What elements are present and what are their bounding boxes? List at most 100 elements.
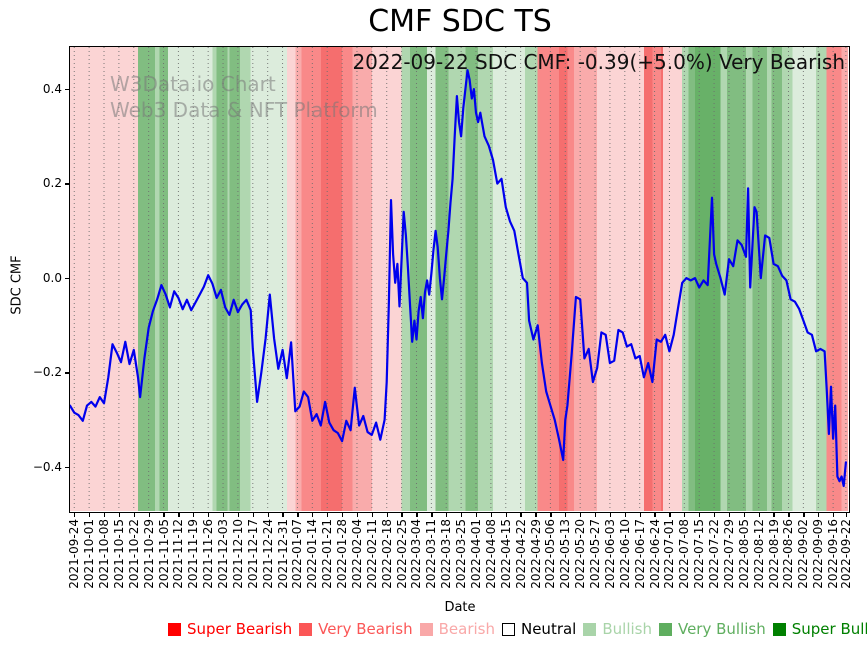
x-tick-label: 2022-02-25 <box>394 519 409 589</box>
legend-swatch <box>658 622 672 636</box>
x-tick-mark <box>371 513 373 517</box>
legend-label: Very Bearish <box>318 620 413 638</box>
sentiment-band-very_bearish <box>301 47 321 511</box>
legend-item-neutral: Neutral <box>501 620 576 638</box>
sentiment-band-bullish <box>524 47 538 511</box>
sentiment-band-very_bullish <box>138 47 156 511</box>
x-tick-label: 2022-07-29 <box>721 519 736 589</box>
x-tick-mark <box>297 513 299 517</box>
x-tick-label: 2022-06-24 <box>647 519 662 589</box>
x-tick-mark <box>222 513 225 517</box>
x-tick-mark <box>490 513 493 517</box>
sentiment-band-very_bearish <box>567 47 574 511</box>
y-tick-mark <box>65 183 69 185</box>
legend-swatch <box>772 622 786 636</box>
x-tick-label: 2021-12-03 <box>216 519 231 589</box>
x-tick-label: 2022-06-10 <box>617 519 632 589</box>
x-tick-label: 2022-04-22 <box>513 519 528 589</box>
legend-item-super-bearish: Super Bearish <box>168 620 292 638</box>
x-tick-mark <box>803 513 805 517</box>
x-tick-label: 2022-07-08 <box>677 519 692 589</box>
x-tick-label: 2022-04-08 <box>483 519 498 589</box>
legend-item-super-bullish: Super Bullish <box>772 620 867 638</box>
x-tick-mark <box>713 513 716 517</box>
y-tick-label: −0.2 <box>32 365 62 380</box>
x-tick-label: 2022-06-03 <box>602 519 617 589</box>
x-tick-mark <box>431 513 433 517</box>
x-tick-mark <box>550 513 552 517</box>
y-tick-label: −0.4 <box>32 459 62 474</box>
x-tick-label: 2022-08-26 <box>781 519 796 589</box>
x-tick-label: 2022-01-07 <box>290 519 305 589</box>
x-tick-mark <box>699 513 701 517</box>
x-tick-mark <box>327 513 329 517</box>
sentiment-band-bullish <box>227 47 230 511</box>
legend-swatch <box>168 622 181 636</box>
legend-swatch <box>299 622 313 636</box>
y-tick-mark <box>65 88 69 91</box>
x-tick-mark <box>505 513 507 517</box>
sentiment-band-very_bullish <box>229 47 241 511</box>
x-tick-mark <box>818 513 820 517</box>
sentiment-band-bullish <box>212 47 217 511</box>
x-tick-mark <box>148 513 150 517</box>
x-tick-mark <box>252 513 254 517</box>
sentiment-band-bullish <box>767 47 772 511</box>
x-axis-label: Date <box>444 600 476 615</box>
legend-item-bullish: Bullish <box>583 620 652 638</box>
x-tick-mark <box>460 513 463 517</box>
legend-label: Super Bullish <box>791 620 867 638</box>
sentiment-band-bearish <box>597 47 644 511</box>
x-tick-mark <box>401 513 403 517</box>
x-tick-mark <box>654 513 656 517</box>
x-tick-mark <box>88 513 91 517</box>
x-tick-mark <box>743 513 745 517</box>
sentiment-band-very_bearish <box>342 47 353 511</box>
x-tick-mark <box>832 513 835 517</box>
x-tick-label: 2022-08-05 <box>736 519 751 589</box>
legend-swatch <box>501 622 515 636</box>
sentiment-band-bullish <box>782 47 793 511</box>
x-tick-label: 2022-09-09 <box>811 519 826 589</box>
x-tick-mark <box>788 513 790 517</box>
x-tick-label: 2022-03-04 <box>409 519 424 589</box>
sentiment-band-bullish <box>816 47 827 511</box>
x-tick-mark <box>475 513 478 517</box>
y-tick-label: 0.0 <box>42 270 62 285</box>
y-tick-mark <box>65 372 69 374</box>
x-tick-mark <box>312 513 314 517</box>
x-tick-mark <box>580 513 582 517</box>
x-tick-label: 2022-04-01 <box>469 519 483 589</box>
sentiment-band-very_bullish <box>410 47 428 511</box>
sentiment-band-bullish_pale <box>250 47 287 511</box>
sentiment-band-very_bullish <box>465 47 479 511</box>
sentiment-band-very_bearish <box>826 47 842 511</box>
legend-swatch <box>583 622 597 636</box>
x-tick-mark <box>163 513 165 517</box>
x-tick-mark <box>758 513 760 517</box>
x-tick-mark <box>237 513 240 517</box>
sentiment-band-bullish <box>401 47 411 511</box>
x-tick-label: 2021-12-17 <box>245 519 260 589</box>
x-tick-label: 2022-08-12 <box>751 519 766 589</box>
x-tick-label: 2022-05-13 <box>558 519 573 589</box>
x-tick-label: 2021-12-24 <box>260 519 275 589</box>
x-tick-label: 2022-01-21 <box>320 519 335 589</box>
legend-label: Very Bullish <box>677 620 766 638</box>
legend-item-very-bearish: Very Bearish <box>299 620 413 638</box>
x-tick-label: 2022-09-02 <box>796 519 811 589</box>
x-tick-label: 2021-10-29 <box>141 519 156 589</box>
sentiment-band-bearish <box>286 47 296 511</box>
x-tick-label: 2022-05-06 <box>543 519 558 589</box>
x-tick-label: 2022-07-22 <box>707 519 722 589</box>
sentiment-band-very_bearish_strong <box>643 47 653 511</box>
legend-label: Bearish <box>438 620 495 638</box>
sentiment-band-bearish_mid <box>841 47 848 511</box>
x-tick-label: 2022-01-14 <box>305 519 320 589</box>
x-tick-label: 2021-11-26 <box>201 519 216 589</box>
sentiment-band-very_bullish <box>771 47 783 511</box>
x-tick-label: 2021-11-19 <box>186 519 201 589</box>
sentiment-band-very_bullish <box>726 47 746 511</box>
sentiment-band-very_bullish <box>216 47 228 511</box>
